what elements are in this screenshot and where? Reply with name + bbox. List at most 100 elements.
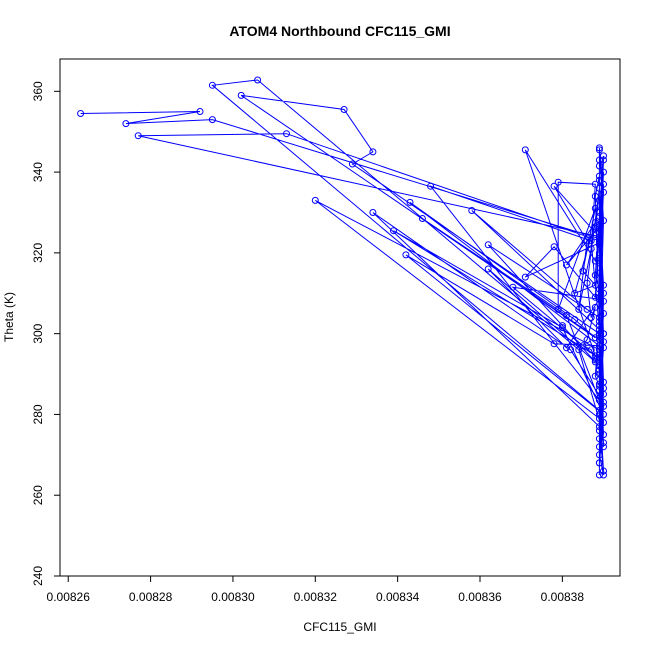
x-tick-label: 0.00836 — [458, 590, 502, 604]
y-tick-label: 320 — [31, 243, 45, 263]
data-point — [550, 243, 558, 251]
data-point — [600, 297, 607, 305]
data-point — [122, 120, 130, 128]
plot-frame — [59, 58, 621, 577]
data-point — [554, 305, 562, 313]
data-point — [587, 346, 595, 354]
data-point — [402, 251, 410, 259]
data-point — [340, 106, 348, 113]
series-line — [80, 79, 605, 476]
data-point — [369, 148, 377, 156]
series-layer — [77, 76, 607, 479]
data-point — [600, 410, 607, 418]
data-point — [591, 219, 599, 227]
y-axis-label: Theta (K) — [2, 292, 16, 342]
data-point — [591, 356, 599, 364]
data-point — [591, 204, 599, 212]
data-point — [600, 431, 607, 439]
data-point — [591, 229, 599, 237]
data-point — [595, 209, 603, 216]
data-point — [595, 293, 603, 301]
data-point — [595, 380, 603, 388]
x-axis-label: CFC115_GMI — [303, 620, 376, 634]
y-axis: 240 260 280 300 320 340 360 — [31, 81, 60, 586]
data-point — [563, 344, 570, 352]
data-point — [600, 330, 607, 338]
data-point — [587, 314, 595, 321]
data-point — [595, 322, 603, 330]
data-point — [595, 443, 603, 451]
data-point — [595, 471, 603, 479]
data-point — [484, 241, 492, 249]
data-point — [575, 305, 583, 313]
data-point — [600, 402, 607, 410]
data-point — [600, 467, 607, 475]
y-tick-label: 240 — [31, 566, 45, 586]
data-point — [595, 410, 603, 418]
data-point — [348, 160, 356, 168]
data-point — [595, 314, 603, 321]
data-point — [208, 81, 216, 89]
data-point — [595, 358, 603, 366]
data-point — [484, 265, 492, 273]
x-tick-label: 0.00832 — [294, 590, 338, 604]
data-point — [563, 261, 570, 269]
data-point — [571, 316, 579, 323]
data-point — [600, 152, 607, 160]
data-point — [567, 346, 575, 354]
x-tick-label: 0.00830 — [211, 590, 255, 604]
data-point — [254, 76, 262, 84]
data-point — [583, 237, 591, 245]
data-point — [600, 168, 607, 176]
data-point — [521, 146, 529, 154]
data-point — [134, 132, 142, 140]
data-point — [595, 196, 603, 204]
data-point — [509, 283, 517, 291]
data-point — [587, 245, 595, 253]
data-point — [600, 289, 607, 297]
data-point — [521, 273, 529, 281]
y-tick-label: 280 — [31, 404, 45, 424]
data-point — [595, 251, 603, 259]
data-point — [600, 471, 607, 479]
data-point — [591, 192, 599, 200]
data-point — [595, 366, 603, 374]
data-point — [369, 209, 377, 216]
data-point — [595, 435, 603, 443]
data-point — [583, 336, 591, 344]
data-point — [558, 322, 566, 330]
data-point — [595, 184, 603, 192]
data-point — [595, 362, 603, 370]
data-point — [595, 285, 603, 293]
data-point — [600, 217, 607, 225]
data-point — [595, 239, 603, 247]
data-point — [591, 334, 599, 342]
data-point — [595, 237, 603, 245]
data-point — [595, 269, 603, 277]
data-point — [595, 346, 603, 354]
x-tick-label: 0.00834 — [376, 590, 420, 604]
x-tick-label: 0.00838 — [541, 590, 585, 604]
data-point — [595, 370, 603, 378]
data-point — [591, 293, 599, 301]
data-point — [418, 215, 426, 222]
data-point — [554, 178, 562, 186]
data-point — [595, 406, 603, 414]
data-point — [600, 398, 607, 406]
x-axis: 0.00826 0.00828 0.00830 0.00832 0.00834 0.008… — [47, 576, 585, 604]
y-tick-label: 360 — [31, 81, 45, 101]
y-tick-label: 340 — [31, 162, 45, 182]
data-point — [468, 207, 476, 214]
data-point — [595, 176, 603, 184]
data-point — [550, 340, 558, 348]
x-tick-label: 0.00828 — [129, 590, 173, 604]
data-point — [550, 182, 558, 190]
data-point — [595, 330, 603, 338]
data-point — [579, 342, 587, 350]
data-point — [595, 221, 603, 229]
data-point — [595, 396, 603, 404]
data-point — [595, 144, 603, 152]
data-point — [579, 267, 587, 275]
data-point — [196, 108, 204, 115]
